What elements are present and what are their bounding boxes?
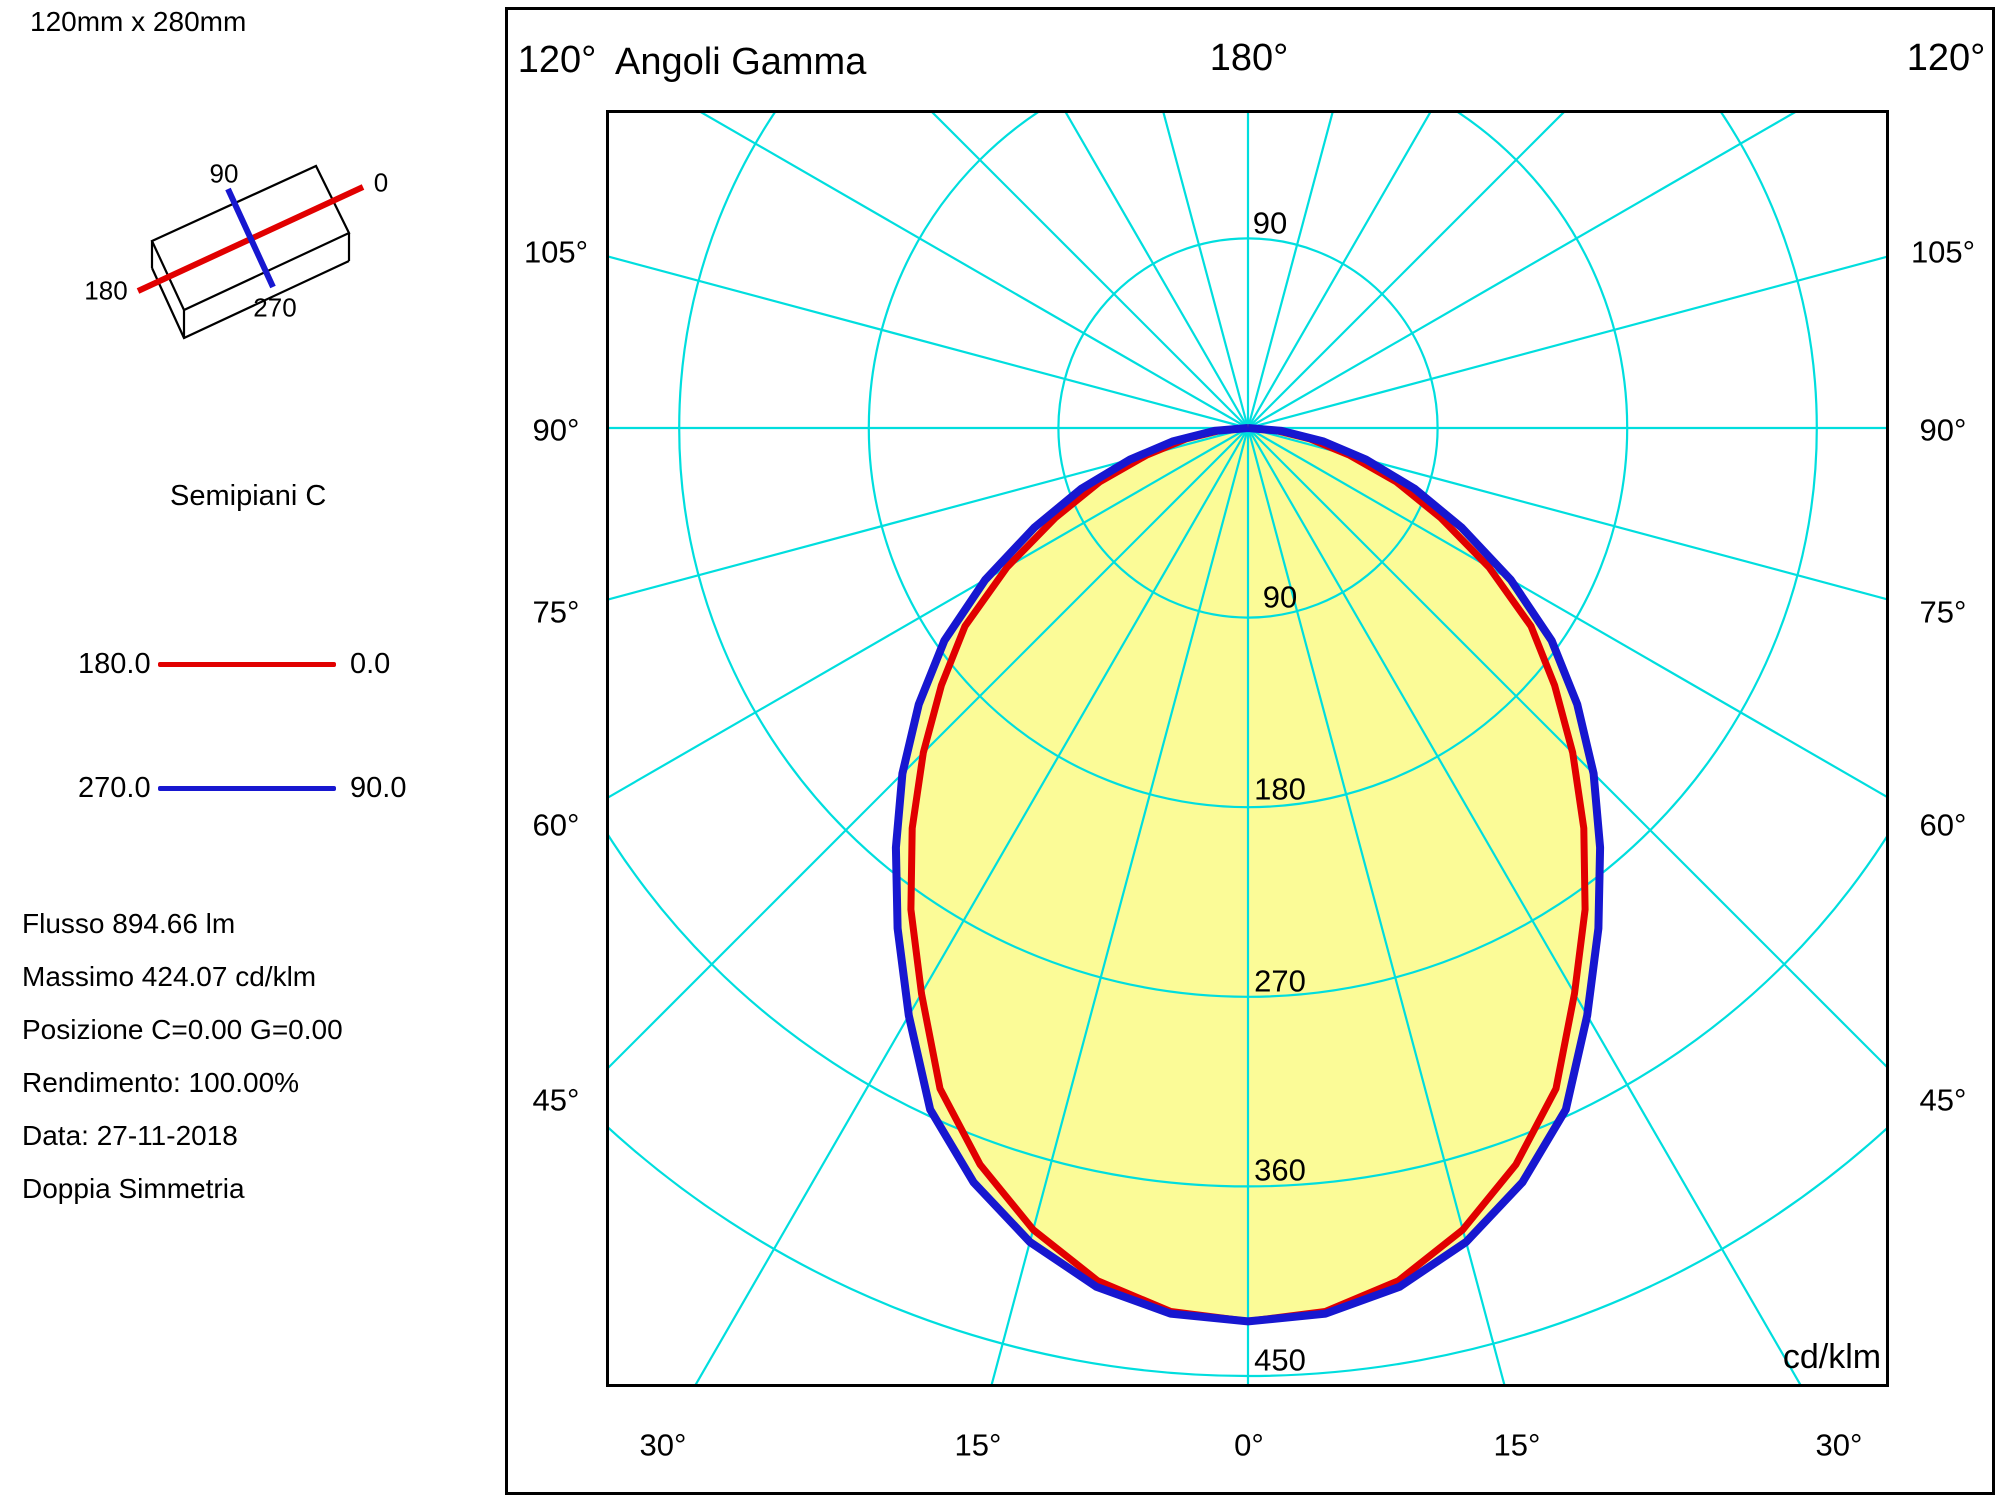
legend-right-value: 0.0 xyxy=(350,648,391,680)
gamma-label-120-top-right: 120° xyxy=(1906,37,1986,79)
grid-ray xyxy=(699,112,1249,429)
legend-left-value: 180.0 xyxy=(78,648,151,680)
grid-ray xyxy=(1247,426,1887,601)
gamma-label-left-90: 90° xyxy=(532,412,580,448)
gamma-label-left-60: 60° xyxy=(532,807,580,843)
chart-outer-frame xyxy=(505,7,1995,1495)
gamma-label-bottom-3: 15° xyxy=(1493,1427,1541,1463)
grid-circle-180 xyxy=(867,112,1629,809)
gamma-label-bottom-0: 30° xyxy=(639,1427,687,1463)
luminaire-size-title: 120mm x 280mm xyxy=(30,6,247,37)
gamma-label-bottom-1: 15° xyxy=(954,1427,1002,1463)
legend-row-180.0: 180.0 0.0 xyxy=(0,649,506,679)
gamma-label-right-75: 75° xyxy=(1919,594,1967,630)
grid-ray xyxy=(1246,427,1506,1385)
legend-right-value: 90.0 xyxy=(350,772,407,804)
chart-title: Angoli Gamma xyxy=(615,41,867,83)
grid-circle-90 xyxy=(1057,237,1439,619)
grid-ray xyxy=(1247,112,1432,429)
radial-label-90: 90 xyxy=(1262,579,1298,615)
grid-ray xyxy=(1247,112,1797,429)
luminaire-label-0: 0 xyxy=(373,167,389,198)
grid-ray xyxy=(930,112,1249,429)
legend-row-270.0: 270.0 90.0 xyxy=(0,773,506,803)
luminaire-box-edges xyxy=(150,164,351,340)
gamma-label-right-90: 90° xyxy=(1919,412,1967,448)
grid-ray xyxy=(990,427,1250,1385)
luminaire-label-270: 270 xyxy=(253,292,297,323)
gamma-label-left-105: 105° xyxy=(523,234,589,270)
grid-ray xyxy=(608,427,1249,799)
stats-line-4: Data: 27-11-2018 xyxy=(22,1120,238,1151)
grid-ray xyxy=(1162,112,1250,429)
stats-line-1: Massimo 424.07 cd/klm xyxy=(22,961,317,992)
legend-color-line xyxy=(158,662,336,667)
grid-circle-270 xyxy=(678,112,1818,998)
stats-block: Flusso 894.66 lm Massimo 424.07 cd/klm Pos… xyxy=(22,897,343,1215)
gamma-label-right-60: 60° xyxy=(1919,807,1967,843)
grid-circle-450 xyxy=(608,1125,1887,1377)
radial-label-450: 450 xyxy=(1254,1342,1306,1378)
legend-left-value: 270.0 xyxy=(78,772,151,804)
grid-ray xyxy=(1247,255,1887,430)
grid-ray xyxy=(1246,112,1334,429)
curve-c90-270 xyxy=(891,424,1605,1326)
luminaire-3d-sketch xyxy=(136,164,365,340)
grid-ray xyxy=(608,427,1249,1070)
gamma-label-180-top: 180° xyxy=(1209,37,1289,79)
gamma-label-right-45: 45° xyxy=(1919,1082,1967,1118)
grid-ray xyxy=(1247,427,1887,798)
stats-line-3: Rendimento: 100.00% xyxy=(22,1067,300,1098)
stats-line-2: Posizione C=0.00 G=0.00 xyxy=(22,1014,343,1045)
grid-circle-360 xyxy=(608,833,1887,1188)
unit-label: cd/klm xyxy=(1782,1338,1882,1376)
gamma-label-bottom-4: 30° xyxy=(1815,1427,1863,1463)
plot-area-border xyxy=(606,110,1889,1387)
legend-color-line xyxy=(158,786,336,791)
luminaire-label-180: 180 xyxy=(84,275,128,306)
stats-line-5: Doppia Simmetria xyxy=(22,1173,245,1204)
radial-label-90-above: 90 xyxy=(1252,205,1288,241)
grid-ray xyxy=(608,426,1249,601)
grid-ray xyxy=(1247,112,1566,429)
grid-ray xyxy=(608,255,1249,430)
gamma-label-bottom-2: 0° xyxy=(1234,1427,1264,1463)
grid-ray xyxy=(1064,112,1249,429)
radial-label-180: 180 xyxy=(1254,771,1306,807)
c90-270-axis-line xyxy=(225,187,276,289)
gamma-label-left-75: 75° xyxy=(532,594,580,630)
stats-line-0: Flusso 894.66 lm xyxy=(22,908,236,939)
radial-label-270: 270 xyxy=(1254,963,1306,999)
grid-ray xyxy=(694,427,1249,1385)
gamma-label-120-top-left: 120° xyxy=(517,39,597,81)
luminaire-label-90: 90 xyxy=(209,158,239,189)
gamma-label-right-105: 105° xyxy=(1910,234,1976,270)
gamma-label-left-45: 45° xyxy=(532,1082,580,1118)
grid-ray xyxy=(1247,427,1887,1069)
grid-ray xyxy=(1247,427,1802,1385)
radial-label-360: 360 xyxy=(1254,1152,1306,1188)
semipiani-c-label: Semipiani C xyxy=(170,480,327,512)
